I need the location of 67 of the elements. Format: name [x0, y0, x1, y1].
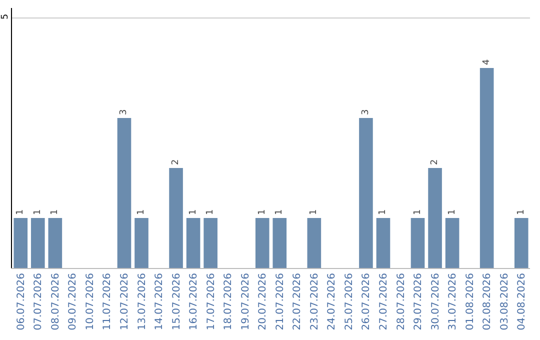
bar	[186, 218, 200, 268]
x-tick-label: 26.07.2026	[361, 273, 372, 330]
bar	[514, 218, 528, 268]
x-tick-label: 22.07.2026	[292, 273, 304, 330]
bar	[30, 218, 45, 268]
x-tick-label: 30.07.2026	[430, 273, 442, 330]
data-label: 1	[257, 209, 268, 215]
x-tick-label: 29.07.2026	[413, 273, 424, 330]
data-label: 1	[206, 209, 216, 215]
bar	[307, 218, 322, 268]
x-tick-label: 12.07.2026	[119, 273, 130, 330]
x-tick-label: 17.07.2026	[206, 273, 217, 330]
data-label: 2	[430, 159, 440, 165]
data-label: 1	[274, 209, 285, 215]
x-tick-label: 01.08.2026	[464, 273, 476, 330]
x-tick-label: 02.08.2026	[482, 273, 494, 330]
x-tick-label: 04.08.2026	[516, 273, 528, 330]
data-label: 1	[378, 209, 388, 215]
bar	[480, 68, 494, 268]
bar	[359, 118, 373, 268]
bar	[272, 218, 287, 268]
x-tick-label: 31.07.2026	[448, 273, 459, 330]
x-tick-label: 03.08.2026	[499, 273, 510, 330]
x-tick-label: 25.07.2026	[344, 273, 355, 330]
data-label: 4	[482, 59, 492, 65]
x-tick-label: 20.07.2026	[258, 273, 269, 330]
x-tick-label: 24.07.2026	[326, 273, 338, 330]
y-tick-label: 5	[0, 14, 10, 20]
x-tick-label: 18.07.2026	[223, 273, 234, 330]
data-label: 1	[447, 209, 458, 215]
data-label: 1	[412, 209, 423, 215]
x-tick-label: 11.07.2026	[102, 273, 114, 330]
bar	[14, 218, 28, 268]
data-label: 1	[16, 209, 26, 215]
data-label: 1	[309, 209, 320, 215]
x-tick-label: 14.07.2026	[154, 273, 166, 330]
data-label: 3	[119, 109, 130, 115]
data-label: 1	[188, 209, 198, 215]
bar	[134, 218, 148, 268]
bar	[117, 118, 132, 268]
data-label: 1	[136, 209, 146, 215]
x-tick-label: 08.07.2026	[50, 273, 62, 330]
x-tick-label: 28.07.2026	[396, 273, 407, 330]
x-tick-label: 23.07.2026	[309, 273, 320, 330]
bar	[445, 218, 460, 268]
x-tick-label: 15.07.2026	[171, 273, 182, 330]
x-tick-label: 09.07.2026	[68, 273, 79, 330]
bar	[204, 218, 218, 268]
bar	[428, 168, 442, 268]
x-tick-label: 10.07.2026	[84, 273, 96, 330]
data-label: 2	[171, 159, 182, 165]
x-tick-label: 21.07.2026	[274, 273, 286, 330]
x-tick-label: 27.07.2026	[378, 273, 390, 330]
data-label: 3	[360, 109, 371, 115]
x-tick-label: 06.07.2026	[16, 273, 27, 330]
data-label: 1	[50, 209, 60, 215]
x-tick-label: 13.07.2026	[136, 273, 148, 330]
x-tick-label: 16.07.2026	[188, 273, 200, 330]
data-label: 1	[516, 209, 526, 215]
bar	[410, 218, 425, 268]
bar	[169, 168, 183, 268]
bar	[255, 218, 270, 268]
x-tick-label: 07.07.2026	[33, 273, 44, 330]
data-label: 1	[32, 209, 43, 215]
bar	[48, 218, 62, 268]
x-tick-label: 19.07.2026	[240, 273, 252, 330]
bar	[376, 218, 390, 268]
